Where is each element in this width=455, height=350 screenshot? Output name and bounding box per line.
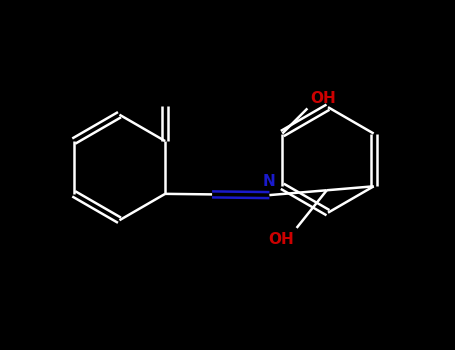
Text: N: N — [263, 174, 276, 189]
Text: OH: OH — [310, 91, 336, 106]
Text: OH: OH — [268, 232, 294, 247]
